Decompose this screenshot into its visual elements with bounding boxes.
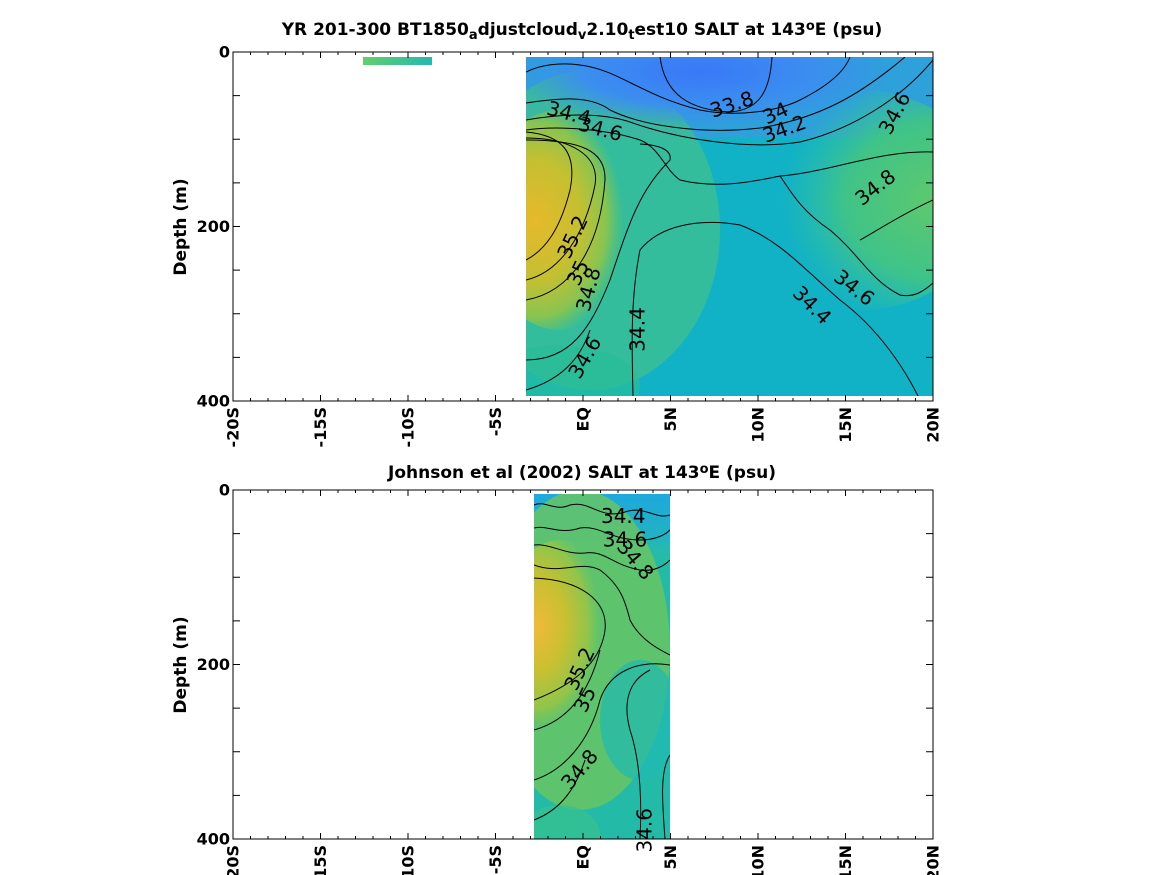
title-part: 2.10 [586,20,628,40]
title-part: djustcloud [478,20,578,40]
title-part: o [700,462,709,477]
salinity-field [534,494,670,839]
x-tick-label: EQ [574,407,593,432]
surface-salinity-strip [363,57,432,65]
contour-label: 34.4 [601,504,646,528]
x-tick-label: -15S [311,845,330,875]
x-axis-ticks: -20S -15S -10S -5S EQ 5N 10N 15N 20N [224,52,943,447]
x-tick-label: 5N [661,845,680,870]
x-tick-label: -20S [224,407,243,447]
x-tick-label: -20S [224,845,243,875]
title-part: E (psu) [815,20,882,40]
contour-label: 34.6 [632,808,656,853]
x-tick-label: -10S [399,407,418,447]
title-part: Johnson et al (2002) SALT at 143 [387,463,700,483]
y-tick-label: 0 [219,481,230,500]
title-part: a [469,28,478,43]
contour-label: 34.4 [625,307,649,352]
title-part: o [806,19,815,34]
x-tick-label: -15S [311,407,330,447]
x-axis-ticks: -20S -15S -10S -5S EQ 5N 10N 15N 20N [224,490,943,875]
title-part: E (psu) [709,463,776,483]
contour-label: 34.6 [603,528,648,552]
panel-2-title: Johnson et al (2002) SALT at 143oE (psu) [387,462,776,483]
x-tick-label: EQ [574,845,593,870]
y-axis-label: Depth (m) [171,616,191,713]
x-tick-label: 20N [924,407,943,443]
x-tick-label: 5N [661,407,680,432]
x-tick-label: 10N [749,845,768,875]
contour-lines [534,503,670,839]
y-tick-label: 200 [197,217,230,236]
panel-1-title: YR 201-300 BT1850adjustcloudv2.10test10 … [281,19,882,43]
salinity-field [526,57,933,396]
title-part: t [628,28,634,43]
x-tick-label: 15N [836,407,855,443]
x-tick-label: -5S [486,407,505,436]
y-axis-label: Depth (m) [171,178,191,275]
x-tick-label: 20N [924,845,943,875]
title-part: est10 SALT at 143 [635,20,806,40]
y-tick-label: 0 [219,43,230,62]
y-tick-label: 400 [197,392,230,411]
x-tick-label: 15N [836,845,855,875]
title-part: YR 201-300 BT1850 [281,20,469,40]
title-part: v [578,28,587,43]
y-tick-label: 200 [197,655,230,674]
x-tick-label: 10N [749,407,768,443]
y-axis-ticks: 0 200 400 [197,43,933,411]
model-salinity-panel: YR 201-300 BT1850adjustcloudv2.10test10 … [171,19,943,448]
y-axis-ticks: 0 200 400 [197,481,933,849]
x-tick-label: -5S [486,845,505,874]
x-tick-label: -10S [399,845,418,875]
observed-salinity-panel: Johnson et al (2002) SALT at 143oE (psu)… [171,462,943,875]
contour-lines [526,57,933,396]
y-tick-label: 400 [197,830,230,849]
